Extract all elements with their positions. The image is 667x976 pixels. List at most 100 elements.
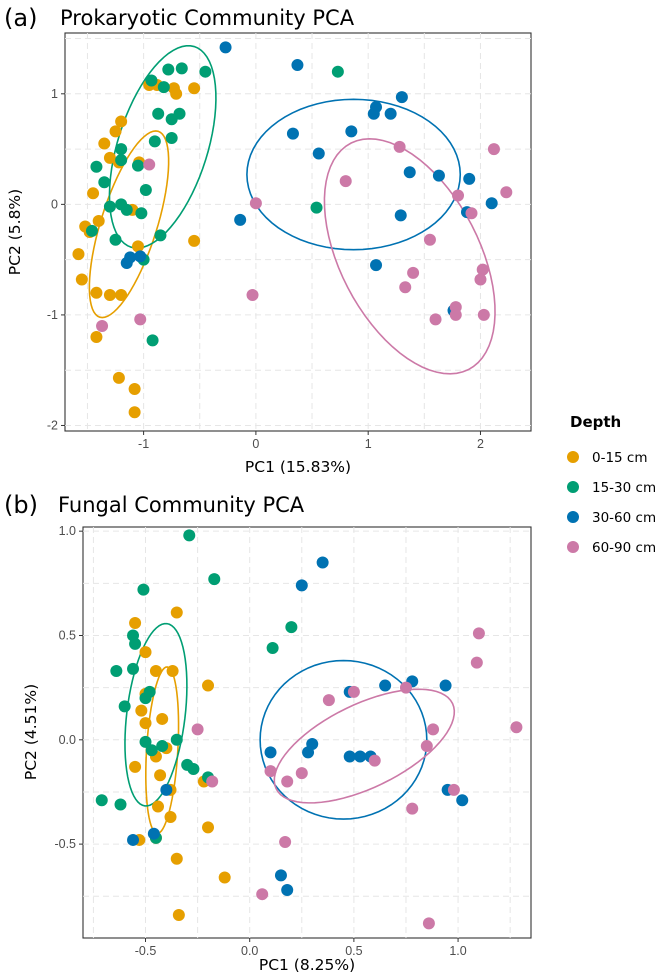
legend-item-0-15: 0-15 cm (567, 450, 648, 466)
point-a-15-30-cm (85, 224, 98, 237)
point-b-0-15-cm (149, 664, 162, 677)
point-a-0-15-cm (92, 214, 105, 227)
point-b-30-60-cm (147, 827, 160, 840)
point-a-30-60-cm (219, 41, 232, 54)
point-a-30-60-cm (384, 107, 397, 120)
point-a-0-15-cm (87, 187, 100, 200)
legend-label: 60-90 cm (592, 540, 656, 556)
point-b-60-90-cm (420, 740, 433, 753)
point-b-30-60-cm (295, 579, 308, 592)
point-a-60-90-cm (246, 289, 259, 302)
point-a-15-30-cm (131, 159, 144, 172)
point-b-30-60-cm (354, 750, 367, 763)
point-b-30-60-cm (306, 737, 319, 750)
y-axis-title-a: PC2 (5.8%) (6, 189, 24, 275)
point-a-15-30-cm (154, 229, 167, 242)
y-tick-label: 1 (51, 87, 58, 101)
point-a-60-90-cm (339, 175, 352, 188)
point-a-30-60-cm (485, 197, 498, 210)
point-b-60-90-cm (399, 681, 412, 694)
y-axis-title-b: PC2 (4.51%) (22, 684, 40, 780)
point-b-15-30-cm (145, 744, 158, 757)
point-a-0-15-cm (131, 240, 144, 253)
x-tick-label: 1.0 (449, 944, 466, 958)
point-a-15-30-cm (98, 176, 111, 189)
point-a-0-15-cm (112, 371, 125, 384)
point-b-0-15-cm (139, 646, 152, 659)
point-a-60-90-cm (143, 158, 156, 171)
point-a-60-90-cm (500, 186, 513, 199)
x-axis-title-b: PC1 (8.25%) (259, 956, 355, 974)
ellipse-b-30-60-cm (259, 659, 428, 820)
point-a-30-60-cm (403, 166, 416, 179)
point-a-15-30-cm (145, 74, 158, 87)
point-a-60-90-cm (423, 233, 436, 246)
point-b-30-60-cm (456, 794, 469, 807)
ticks-a: -1 0 1 2 -2 -1 0 1 (47, 87, 484, 451)
x-tick-label: 1 (365, 437, 372, 451)
point-b-15-30-cm (129, 637, 142, 650)
x-tick-label: 2 (477, 437, 484, 451)
x-tick-label: 0.5 (345, 944, 362, 958)
x-tick-label: 0.0 (241, 944, 258, 958)
point-b-15-30-cm (187, 763, 200, 776)
point-a-30-60-cm (312, 147, 325, 160)
ticks-b: -0.5 0.0 0.5 1.0 -0.5 0.0 0.5 1.0 (54, 524, 466, 958)
point-b-60-90-cm (295, 767, 308, 780)
point-b-60-90-cm (281, 775, 294, 788)
point-a-60-90-cm (476, 263, 489, 276)
y-tick-label: 0 (51, 197, 58, 211)
point-a-30-60-cm (286, 127, 299, 140)
legend-title: Depth (570, 413, 621, 431)
point-b-30-60-cm (264, 746, 277, 759)
point-b-0-15-cm (218, 871, 231, 884)
point-b-60-90-cm (368, 754, 381, 767)
point-a-15-30-cm (331, 65, 344, 78)
point-b-60-90-cm (206, 775, 219, 788)
point-a-0-15-cm (115, 289, 128, 302)
points-b (95, 529, 523, 930)
y-tick-label: -0.5 (54, 837, 76, 851)
point-b-30-60-cm (274, 869, 287, 882)
point-a-30-60-cm (367, 107, 380, 120)
point-a-15-30-cm (115, 154, 128, 167)
point-b-60-90-cm (510, 721, 523, 734)
y-tick-label: 0.0 (59, 733, 76, 747)
point-b-0-15-cm (135, 704, 148, 717)
point-b-0-15-cm (170, 606, 183, 619)
legend-item-60-90: 60-90 cm (567, 540, 656, 556)
point-b-60-90-cm (191, 723, 204, 736)
legend-swatch (567, 541, 579, 553)
point-a-30-60-cm (463, 172, 476, 185)
point-b-30-60-cm (160, 783, 173, 796)
legend-swatch (567, 451, 579, 463)
point-b-60-90-cm (427, 723, 440, 736)
point-a-0-15-cm (75, 273, 88, 286)
point-a-15-30-cm (120, 203, 133, 216)
point-a-15-30-cm (139, 183, 152, 196)
legend-swatch (567, 511, 579, 523)
point-b-0-15-cm (154, 769, 167, 782)
ellipse-a-30-60-cm (246, 98, 462, 251)
panel-label-a: (a) (4, 4, 37, 32)
point-a-30-60-cm (234, 213, 247, 226)
point-a-60-90-cm (477, 308, 490, 321)
point-b-15-30-cm (170, 733, 183, 746)
ellipse-b-60-90-cm (273, 688, 456, 804)
point-b-30-60-cm (316, 556, 329, 569)
legend: Depth 0-15 cm 15-30 cm 30-60 cm 60-90 cm (567, 413, 656, 556)
point-b-0-15-cm (156, 712, 169, 725)
point-a-0-15-cm (72, 248, 85, 261)
point-b-60-90-cm (279, 836, 292, 849)
point-b-30-60-cm (281, 884, 294, 897)
y-tick-label: -2 (47, 418, 58, 432)
point-a-0-15-cm (98, 137, 111, 150)
point-a-15-30-cm (148, 135, 161, 148)
point-a-60-90-cm (134, 313, 147, 326)
point-a-0-15-cm (170, 87, 183, 100)
plot-area-a (64, 32, 532, 432)
point-b-0-15-cm (139, 717, 152, 730)
point-a-60-90-cm (487, 143, 500, 156)
point-b-15-30-cm (156, 740, 169, 753)
plot-title-b: Fungal Community PCA (58, 493, 305, 517)
